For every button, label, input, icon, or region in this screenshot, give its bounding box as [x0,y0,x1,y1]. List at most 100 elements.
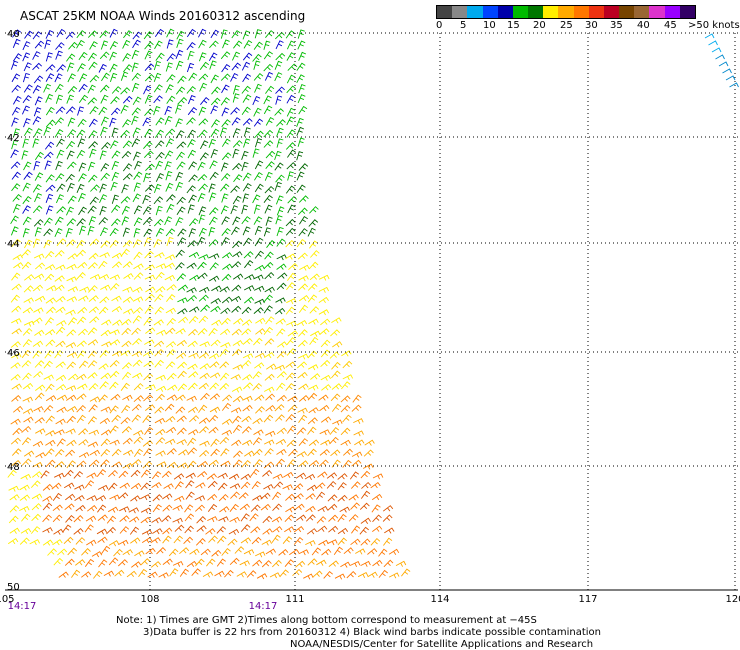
wind-barb [98,106,108,116]
wind-barb [165,128,176,137]
wind-barb [210,74,219,84]
wind-barb [274,31,285,40]
wind-barb [88,382,99,391]
wind-barb [209,40,219,49]
wind-barb [197,272,208,280]
wind-barb [208,183,216,193]
wind-barb [243,39,253,49]
wind-barb [120,104,129,114]
wind-barb [216,526,227,534]
wind-barb [74,484,85,491]
wind-barb [285,30,295,39]
wind-barb [71,569,81,578]
wind-barb [341,381,351,390]
wind-barb [76,373,87,380]
wind-barb [130,469,141,478]
wind-barb [73,527,84,535]
wind-barb [24,274,35,281]
wind-barb [153,60,161,71]
wind-barb [252,437,263,446]
wind-barb [211,319,222,326]
wind-barb [287,195,298,204]
wind-barb [19,537,30,545]
wind-barb [56,64,66,72]
legend-label: >50 knots [688,20,740,31]
wind-barb [197,460,209,468]
wind-barb [98,63,107,73]
wind-barb [66,394,77,401]
wind-barb [56,206,67,214]
wind-barb [68,373,79,381]
wind-barb [177,383,188,392]
wind-barb [155,263,167,270]
wind-barb [166,293,176,302]
wind-barb [228,473,240,480]
wind-barb [318,459,329,467]
wind-barb [31,513,42,522]
wind-barb [132,151,141,161]
wind-barb [153,196,164,205]
wind-barb [144,63,155,71]
wind-barb [66,94,74,104]
wind-barb [121,362,132,370]
wind-barb [318,394,329,401]
wind-barb [179,547,190,555]
wind-barb [11,394,22,402]
wind-barb [132,306,143,314]
wind-barb [142,117,151,127]
wind-barb [382,505,394,512]
wind-barb [188,315,199,324]
wind-barb [174,481,184,490]
wind-barb [296,62,306,71]
wind-barb [31,503,42,511]
wind-barb [271,559,282,568]
wind-barb [309,240,319,249]
wind-barb [109,425,119,434]
wind-barb [131,107,141,116]
wind-barb [12,193,22,202]
wind-barb [233,40,243,49]
wind-barb [285,361,296,368]
wind-barb [52,514,63,523]
wind-barb [111,171,120,181]
legend-swatch [543,6,559,18]
wind-barb [173,473,185,480]
wind-barb [65,428,76,435]
wind-barb [331,370,341,379]
wind-barb [54,461,65,468]
wind-barb [298,414,308,423]
wind-barb [53,557,64,566]
wind-barb [66,329,77,337]
wind-barb [134,550,145,557]
wind-barb [243,237,252,247]
legend-label: 10 [483,20,496,31]
wind-barb [253,274,264,281]
wind-barb [222,39,230,49]
wind-barb [23,320,35,327]
wind-barb [23,297,34,304]
wind-barb [100,429,112,436]
wind-barb [11,283,22,291]
wind-barb [276,448,287,456]
wind-barb [21,513,31,522]
legend-label: 30 [585,20,598,31]
wind-barb [54,284,65,292]
wind-barb [317,505,328,513]
wind-barb [197,193,206,202]
wind-barb [242,73,252,83]
wind-barb [272,491,282,500]
wind-barb [231,62,241,71]
wind-barb [186,185,196,194]
wind-barb [54,350,64,359]
wind-barb [254,298,265,305]
wind-barb [329,426,340,435]
wind-barb [89,196,99,205]
wind-barb [337,527,349,535]
wind-barb [209,262,219,271]
wind-barb [275,86,285,94]
wind-barb [286,282,296,291]
wind-barb [143,141,153,149]
wind-barb [121,404,131,414]
wind-barb [177,297,188,304]
wind-barb [232,240,242,249]
